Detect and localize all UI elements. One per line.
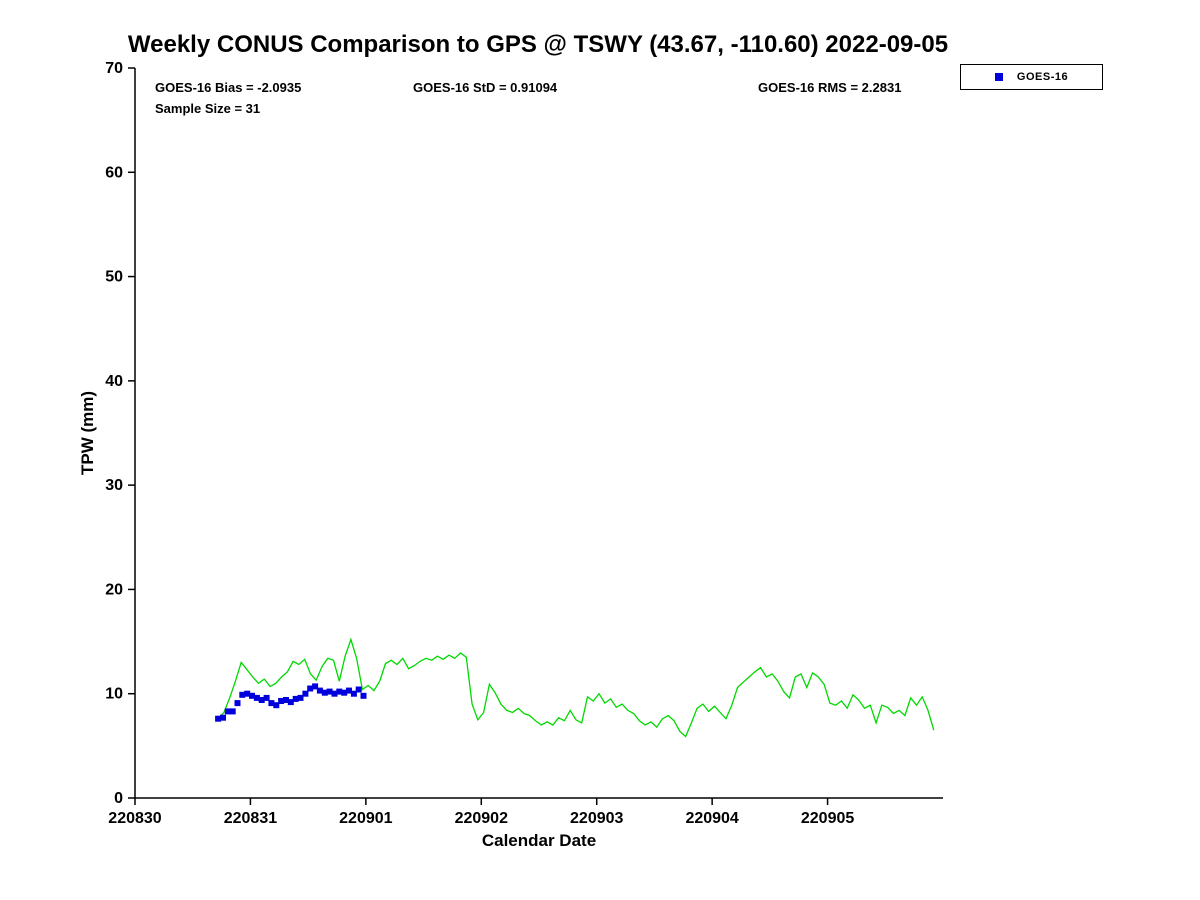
- svg-text:220904: 220904: [685, 810, 738, 827]
- x-axis-label: Calendar Date: [481, 831, 597, 850]
- svg-text:220830: 220830: [108, 810, 161, 827]
- stat-std: GOES-16 StD = 0.91094: [413, 80, 558, 95]
- stat-sample-size: Sample Size = 31: [155, 101, 261, 116]
- svg-text:220901: 220901: [339, 810, 392, 827]
- svg-text:220831: 220831: [224, 810, 277, 827]
- svg-text:220903: 220903: [570, 810, 623, 827]
- stat-bias: GOES-16 Bias = -2.0935: [155, 80, 302, 95]
- legend-swatch-square-icon: [994, 73, 1003, 81]
- stat-rms: GOES-16 RMS = 2.2831: [758, 80, 902, 95]
- svg-text:220902: 220902: [455, 810, 508, 827]
- svg-text:220905: 220905: [801, 810, 854, 827]
- legend-label: GOES-16: [1016, 71, 1069, 83]
- svg-text:40: 40: [105, 373, 123, 390]
- svg-text:0: 0: [114, 790, 123, 807]
- legend: GOES-16: [960, 64, 1103, 90]
- svg-text:30: 30: [105, 477, 123, 494]
- svg-text:20: 20: [105, 581, 123, 598]
- svg-text:50: 50: [105, 269, 123, 286]
- svg-text:60: 60: [105, 164, 123, 181]
- svg-text:70: 70: [105, 60, 123, 77]
- svg-text:10: 10: [105, 686, 123, 703]
- y-axis-label: TPW (mm): [78, 390, 97, 476]
- chart-title: Weekly CONUS Comparison to GPS @ TSWY (4…: [127, 31, 949, 58]
